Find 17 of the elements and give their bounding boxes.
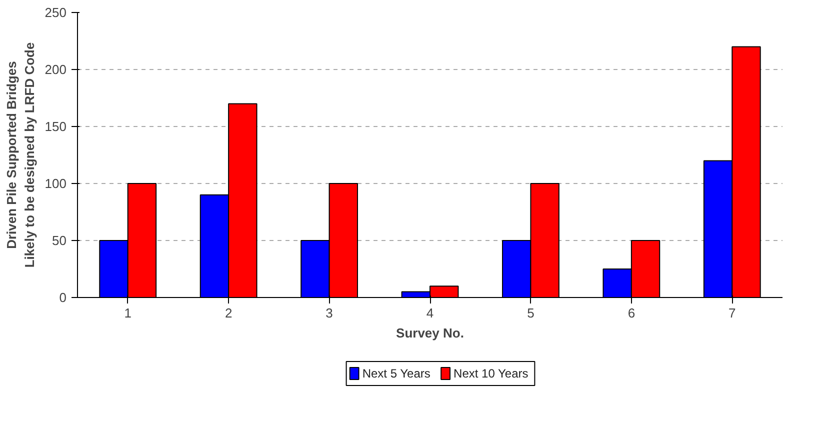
- x-axis-title: Survey No.: [396, 326, 464, 340]
- x-tick-label: 7: [728, 306, 736, 320]
- y-tick-label: 50: [52, 233, 67, 248]
- y-axis-title: Driven Pile Supported Bridges Likely to be designed by LRFD Code: [4, 42, 37, 268]
- y-tick-label: 200: [44, 62, 67, 77]
- y-tick-label: 250: [44, 5, 67, 20]
- x-tick-label: 3: [326, 306, 333, 320]
- y-tick-label: 150: [44, 119, 67, 134]
- x-tick-label: 4: [426, 306, 434, 320]
- legend-label: Next 10 Years: [454, 366, 528, 380]
- x-tick-label: 2: [224, 306, 232, 320]
- x-tick-label: 5: [527, 306, 534, 320]
- legend-label: Next 5 Years: [362, 366, 430, 380]
- x-tick-label: 1: [124, 306, 132, 320]
- y-tick-label: 100: [44, 176, 67, 191]
- y-tick-label: 0: [59, 290, 67, 305]
- x-tick-label: 6: [628, 306, 636, 320]
